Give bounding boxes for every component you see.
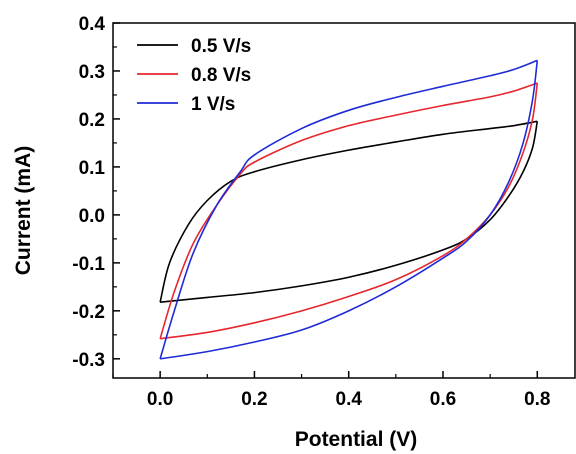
x-tick-label: 0.6: [430, 389, 456, 410]
y-tick-label: -0.3: [72, 350, 105, 371]
legend-label: 0.8 V/s: [191, 65, 251, 86]
y-axis: 0.4 0.3 0.2 0.1 0.0 -0.1 -0.2 -0.3: [72, 14, 120, 371]
series-line-forward: [159, 59, 538, 360]
y-tick-label: 0.2: [79, 110, 105, 131]
y-tick-label: -0.2: [72, 302, 105, 323]
legend-label: 0.5 V/s: [191, 36, 251, 57]
legend-label: 1 V/s: [191, 94, 235, 115]
y-axis-label: Current (mA): [12, 146, 35, 276]
x-axis-label: Potential (V): [295, 428, 418, 451]
series-line-reverse: [160, 60, 539, 360]
y-tick-label: 0.3: [79, 62, 105, 83]
plot-frame: [112, 22, 576, 379]
x-tick-label: 0.8: [524, 389, 550, 410]
series-line-reverse: [160, 121, 539, 303]
y-tick-label: -0.1: [72, 254, 105, 275]
x-tick-label: 0.2: [241, 389, 267, 410]
y-tick-label: 0.0: [79, 206, 105, 227]
series-layer: [159, 59, 539, 360]
legend: 0.5 V/s 0.8 V/s 1 V/s: [137, 36, 251, 115]
series-line-forward: [159, 82, 538, 339]
y-tick-label: 0.4: [79, 14, 106, 35]
y-tick-label: 0.1: [79, 158, 106, 179]
x-axis: 0.0 0.2 0.4 0.6 0.8: [112, 371, 550, 410]
series-line-forward: [159, 120, 538, 303]
series-line-reverse: [160, 82, 539, 340]
plot-area: [112, 22, 576, 379]
x-tick-label: 0.4: [336, 389, 363, 410]
x-tick-label: 0.0: [147, 389, 173, 410]
